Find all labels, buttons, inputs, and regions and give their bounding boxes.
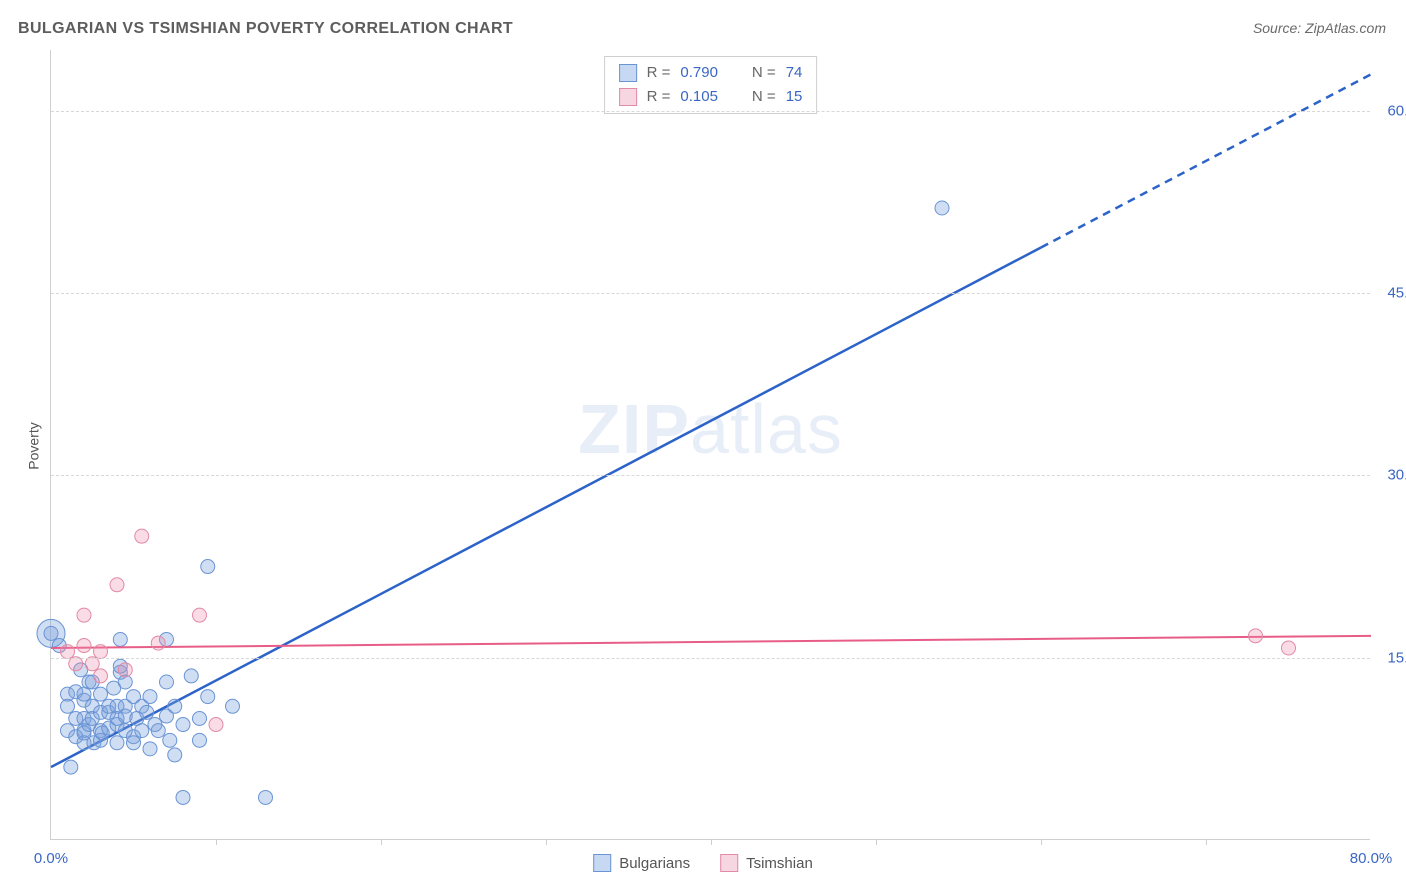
y-tick-label: 30.0% <box>1387 467 1406 484</box>
legend-item-label: Bulgarians <box>619 855 690 872</box>
x-tick-mark <box>216 839 217 845</box>
x-tick-label: 80.0% <box>1350 850 1393 867</box>
legend-n-label: N = <box>752 61 776 85</box>
legend-r-value: 0.790 <box>680 61 718 85</box>
legend-n-label: N = <box>752 85 776 109</box>
x-tick-mark <box>546 839 547 845</box>
legend-item-tsimshian: Tsimshian <box>720 854 813 872</box>
y-tick-label: 60.0% <box>1387 102 1406 119</box>
correlation-legend: R = 0.790 N = 74 R = 0.105 N = 15 <box>604 56 818 114</box>
legend-n-value: 15 <box>786 85 803 109</box>
gridline-y <box>51 475 1370 476</box>
gridline-y <box>51 293 1370 294</box>
swatch-icon <box>619 64 637 82</box>
chart-svg <box>51 50 1370 839</box>
x-tick-mark <box>711 839 712 845</box>
legend-item-bulgarians: Bulgarians <box>593 854 690 872</box>
gridline-y <box>51 658 1370 659</box>
source-label: Source: ZipAtlas.com <box>1253 20 1386 36</box>
x-tick-mark <box>1041 839 1042 845</box>
x-tick-mark <box>381 839 382 845</box>
x-tick-label: 0.0% <box>34 850 68 867</box>
x-tick-mark <box>1206 839 1207 845</box>
y-tick-label: 15.0% <box>1387 649 1406 666</box>
legend-r-label: R = <box>647 85 671 109</box>
series-legend: Bulgarians Tsimshian <box>593 854 813 872</box>
legend-item-label: Tsimshian <box>746 855 813 872</box>
swatch-icon <box>593 854 611 872</box>
legend-n-value: 74 <box>786 61 803 85</box>
swatch-icon <box>720 854 738 872</box>
plot-area: ZIPatlas R =0.790N =74R =0.105N =15 15.0… <box>50 50 1370 840</box>
x-tick-mark <box>876 839 877 845</box>
swatch-icon <box>619 88 637 106</box>
legend-row-bulgarians: R = 0.790 N = 74 <box>619 61 803 85</box>
legend-r-value: 0.105 <box>680 85 718 109</box>
legend-r-label: R = <box>647 61 671 85</box>
gridline-y <box>51 111 1370 112</box>
y-axis-label: Poverty <box>26 422 42 469</box>
legend-row-tsimshian: R = 0.105 N = 15 <box>619 85 803 109</box>
chart-title: BULGARIAN VS TSIMSHIAN POVERTY CORRELATI… <box>18 20 513 38</box>
y-tick-label: 45.0% <box>1387 285 1406 302</box>
